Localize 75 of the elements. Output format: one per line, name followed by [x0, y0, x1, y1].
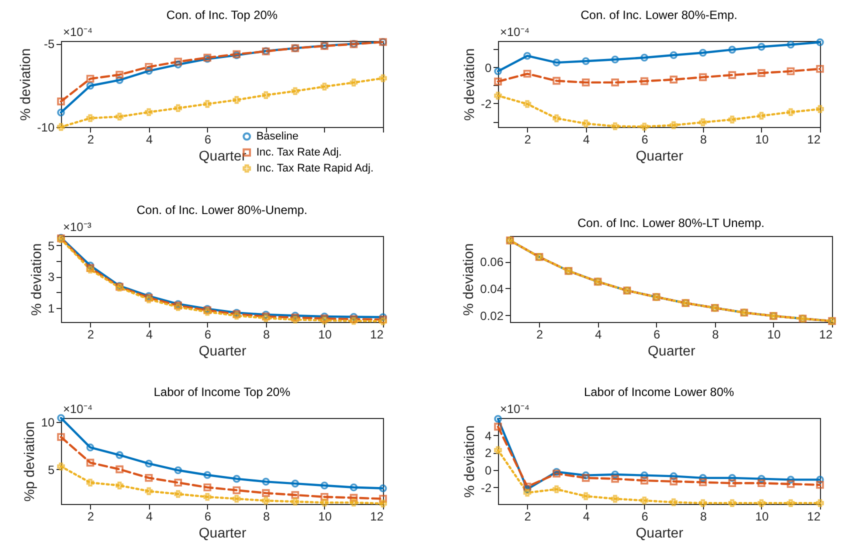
x-tick-label: 12: [819, 328, 833, 342]
x-tick-label: 2: [524, 510, 532, 524]
x-axis-title: Quarter: [198, 524, 247, 540]
legend-label: Baseline: [256, 130, 299, 142]
y-tick-label: 5: [48, 238, 55, 253]
x-tick-label: 4: [146, 132, 153, 146]
chart-title: Con. of Inc. Lower 80%-LT Unemp.: [578, 216, 764, 230]
text: ×10⁻⁴: [63, 402, 93, 416]
y-tick-label: 0: [484, 60, 492, 75]
y-axis-title: %p deviation: [21, 421, 38, 502]
y-tick-label: 0.04: [480, 282, 504, 296]
y-tick-label: 4: [484, 428, 492, 443]
x-tick-label: 4: [582, 132, 590, 146]
y-tick-label: 2: [484, 446, 492, 460]
y-tick-label: -10: [37, 120, 55, 134]
x-axis-title: Quarter: [636, 524, 684, 540]
chart-title: Labor of Income Lower 80%: [584, 385, 734, 399]
y-tick-label: -2: [480, 96, 492, 111]
x-axis-title: Quarter: [198, 342, 247, 358]
legend-label: Inc. Tax Rate Adj.: [256, 146, 342, 158]
x-tick-label: 8: [712, 328, 720, 342]
x-axis-title: Quarter: [198, 148, 247, 164]
y-axis-title: % deviation: [460, 425, 477, 498]
x-tick-label: 6: [654, 328, 661, 342]
y-tick-label: 10: [41, 415, 55, 430]
x-tick-label: 10: [755, 132, 769, 146]
x-tick-label: 4: [146, 510, 153, 524]
text: ×10⁻⁴: [63, 25, 93, 39]
x-tick-label: 6: [642, 132, 649, 146]
y-axis-title: % deviation: [17, 48, 34, 121]
y-tick-label: 0.06: [480, 255, 504, 270]
x-tick-label: 12: [807, 132, 821, 146]
x-tick-label: 2: [87, 510, 94, 524]
x-tick-label: 12: [370, 328, 384, 342]
x-tick-label: 2: [536, 328, 544, 342]
x-tick-label: 2: [87, 132, 94, 146]
chart-title: Con. of Inc. Top 20%: [166, 8, 278, 22]
legend-label: Inc. Tax Rate Rapid Adj.: [256, 162, 374, 174]
x-tick-label: 12: [807, 510, 821, 524]
x-tick-label: 6: [642, 510, 649, 524]
y-axis-title: % deviation: [28, 243, 44, 316]
x-tick-label: 4: [594, 328, 602, 342]
y-tick-label: 1: [48, 301, 55, 316]
x-tick-label: 10: [318, 328, 332, 342]
x-tick-label: 8: [263, 328, 270, 342]
x-tick-label: 10: [318, 510, 332, 524]
text: ×10⁻⁴: [500, 402, 530, 416]
chart-title: Con. of Inc. Lower 80%-Emp.: [580, 8, 738, 22]
chart-title: Con. of Inc. Lower 80%-Unemp.: [136, 203, 308, 217]
y-tick-label: 5: [48, 462, 55, 477]
x-tick-label: 2: [87, 328, 94, 342]
x-tick-label: 6: [204, 510, 212, 524]
x-tick-label: 8: [700, 132, 708, 146]
x-tick-label: 10: [767, 328, 781, 342]
x-tick-label: 4: [582, 510, 590, 524]
chart-title: Labor of Income Top 20%: [154, 385, 291, 399]
y-tick-label: -5: [44, 37, 55, 52]
x-axis-title: Quarter: [648, 342, 696, 358]
y-tick-label: 3: [48, 270, 55, 284]
y-axis-title: % deviation: [460, 243, 476, 316]
x-tick-label: 8: [263, 510, 270, 524]
y-axis-title: % deviation: [460, 48, 477, 121]
x-tick-label: 10: [755, 510, 769, 524]
y-tick-label: 0.02: [480, 308, 504, 323]
x-tick-label: 8: [700, 510, 708, 524]
x-tick-label: 2: [524, 132, 532, 146]
x-tick-label: 12: [370, 510, 384, 524]
y-tick-label: -2: [480, 480, 492, 495]
x-axis-title: Quarter: [636, 148, 684, 164]
text: ×10⁻⁴: [500, 25, 530, 39]
x-tick-label: 4: [146, 328, 153, 342]
y-tick-label: 0: [484, 464, 492, 478]
text: ×10⁻³: [63, 220, 92, 234]
x-tick-label: 6: [204, 328, 212, 342]
x-tick-label: 6: [204, 132, 212, 146]
